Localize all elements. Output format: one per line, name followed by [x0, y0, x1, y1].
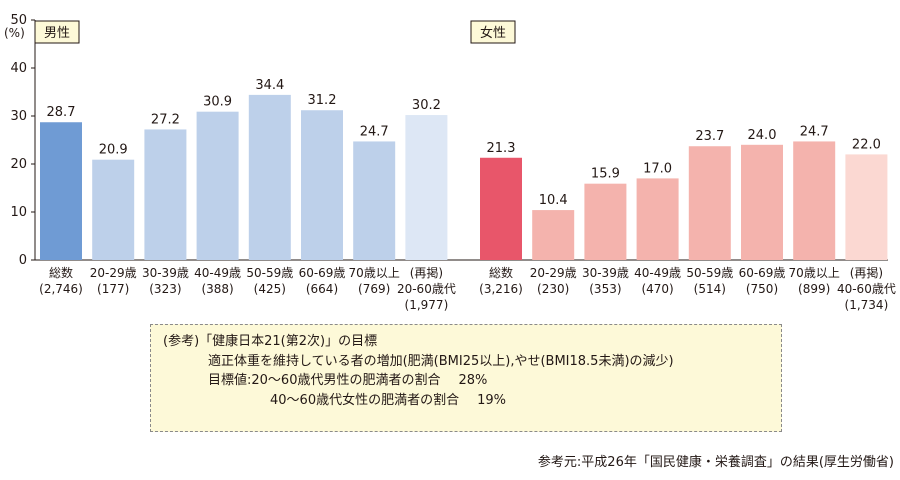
x-tick-label: (769) [358, 282, 390, 296]
bar [480, 157, 522, 260]
x-tick-label: (899) [798, 282, 830, 296]
bar [301, 110, 343, 261]
x-tick-label: 60-69歳 [299, 266, 346, 280]
bar [353, 141, 396, 260]
x-tick-label: 30-39歳 [582, 266, 629, 280]
x-axis-labels: 総数 (2,746) 20-29歳 (177) 30-39歳 (323) 40-49歳 (38… [39, 265, 896, 312]
note-target-male: 目標値:20〜60歳代男性の肥満者の割合 28% [163, 371, 781, 391]
group-label: 女性 [480, 25, 506, 41]
bar [741, 144, 783, 260]
bar [92, 159, 135, 260]
group-label: 男性 [44, 26, 70, 41]
bar [584, 183, 627, 260]
note-target-female-value: 19% [477, 392, 506, 408]
x-tick-label: (再掲) [410, 265, 443, 280]
bar [196, 111, 239, 261]
x-tick-label: (2,746) [39, 282, 83, 296]
x-tick-label: (230) [537, 282, 569, 296]
x-tick-label: 70歳以上 [789, 266, 840, 280]
bars: 28.7 20.9 27.2 30.9 34.4 31.2 24.7 30.2 21.3 10.4… [40, 78, 888, 261]
data-label: 31.2 [308, 93, 337, 108]
bar [793, 141, 836, 260]
x-tick-label: (1,977) [405, 298, 449, 312]
x-tick-label: (353) [589, 282, 621, 296]
note-title: (参考)「健康日本21(第2次)」の目標 [163, 334, 378, 349]
bar [405, 115, 448, 260]
data-label: 34.4 [255, 78, 284, 93]
source-text: 参考元:平成26年「国民健康・栄養調査」の結果(厚生労働省) [537, 455, 894, 470]
x-tick-label: (470) [641, 282, 673, 296]
x-tick-label: (514) [694, 282, 726, 296]
group-label-box [470, 20, 516, 44]
bar [40, 122, 82, 261]
x-tick-label: 総数 [489, 265, 513, 280]
data-label: 20.9 [99, 143, 128, 158]
bar [144, 129, 187, 260]
bar-chart: 0 10 20 30 40 50(%) 男性 女性 28.7 20.9 27.2 30.9 34.4… [4, 13, 896, 312]
reference-note: (参考)「健康日本21(第2次)」の目標 適正体重を維持している者の増加(肥満(… [150, 324, 782, 432]
data-label: 23.7 [695, 129, 724, 144]
data-label: 24.0 [748, 128, 777, 143]
y-tick-label: 0 [19, 253, 27, 268]
y-tick-label: 10 [10, 205, 27, 220]
x-tick-label: 20-29歳 [90, 266, 137, 280]
x-tick-label: (1,734) [845, 298, 889, 312]
x-tick-label: (750) [746, 282, 778, 296]
bar [845, 154, 888, 260]
x-tick-label: (再掲) [850, 265, 883, 280]
x-tick-label: (177) [97, 282, 129, 296]
x-tick-label: 20-29歳 [530, 266, 577, 280]
x-tick-label: (323) [149, 282, 181, 296]
note-goal: 適正体重を維持している者の増加(肥満(BMI25以上),やせ(BMI18.5未満… [208, 353, 674, 369]
y-tick-label: 30 [10, 109, 27, 124]
x-tick-label: 60-69歳 [739, 266, 786, 280]
data-label: 10.4 [539, 193, 568, 208]
x-tick-label: 30-39歳 [142, 266, 189, 280]
data-label: 30.2 [412, 98, 441, 113]
x-tick-label: 20-60歳代 [397, 282, 456, 296]
data-label: 24.7 [360, 124, 389, 139]
data-label: 28.7 [47, 105, 76, 120]
data-label: 17.0 [643, 161, 672, 176]
y-tick-label: 50 [10, 13, 27, 28]
data-label: 27.2 [151, 112, 180, 127]
x-tick-label: (664) [306, 282, 338, 296]
x-tick-label: 50-59歳 [246, 266, 293, 280]
y-axis-unit-label: (%) [4, 26, 25, 40]
group-labels: 男性 女性 [34, 20, 516, 44]
note-target-male-label: 目標値:20〜60歳代男性の肥満者の割合 [208, 373, 441, 388]
x-tick-label: (3,216) [479, 282, 523, 296]
data-label: 30.9 [203, 95, 232, 110]
bar [636, 178, 679, 260]
x-tick-label: (388) [201, 282, 233, 296]
y-tick-label: 20 [10, 157, 27, 172]
data-label: 21.3 [487, 141, 516, 156]
x-tick-label: 40-49歳 [634, 266, 681, 280]
x-tick-label: 50-59歳 [686, 266, 733, 280]
bar [532, 210, 575, 260]
data-label: 15.9 [591, 167, 620, 182]
note-target-male-value: 28% [458, 373, 488, 388]
data-label: 22.0 [852, 137, 881, 152]
x-tick-label: 総数 [49, 265, 73, 280]
data-label: 24.7 [800, 124, 829, 139]
note-target-female: 40〜60歳代女性の肥満者の割合 19% [163, 391, 781, 411]
x-tick-label: (425) [254, 282, 286, 296]
group-label-box [34, 20, 80, 44]
x-tick-label: 40-60歳代 [837, 282, 896, 296]
y-tick-label: 40 [10, 61, 27, 76]
note-target-female-label: 40〜60歳代女性の肥満者の割合 [270, 392, 460, 408]
bar [688, 146, 731, 260]
x-tick-label: 40-49歳 [194, 266, 241, 280]
bar [248, 94, 291, 260]
x-tick-label: 70歳以上 [349, 266, 400, 280]
